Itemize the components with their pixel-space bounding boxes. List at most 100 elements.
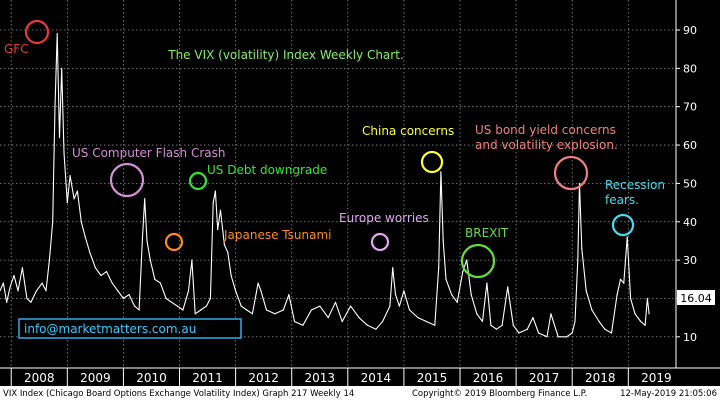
vix-point-2	[6, 301, 8, 303]
vix-point-92	[445, 278, 447, 280]
vix-point-9	[35, 290, 38, 292]
vix-point-86	[417, 317, 419, 319]
vix-point-8	[30, 301, 32, 303]
vix-point-53	[217, 228, 219, 230]
ytick-label-40: 40	[683, 216, 697, 229]
vix-chart: GFC US Computer Flash Crash Japanese Tsuna…	[0, 0, 720, 386]
xtick-label-2008: 2008	[24, 371, 55, 385]
vix-point-100	[486, 282, 488, 284]
last-value-label: 16.04	[680, 292, 712, 305]
vix-point-102	[495, 328, 498, 330]
vix-point-47	[194, 313, 196, 315]
recession-fears-label: Recession	[605, 178, 665, 192]
brexit-label: BREXIT	[465, 226, 509, 240]
vix-point-72	[327, 317, 329, 319]
vix-point-56	[227, 251, 229, 253]
xtick-label-2010: 2010	[136, 371, 167, 385]
vix-point-123	[610, 332, 613, 334]
vix-point-84	[403, 290, 405, 292]
vix-point-77	[366, 324, 369, 326]
vix-point-39	[154, 278, 156, 280]
annotation-circles	[24, 19, 635, 279]
xtick-label-2014: 2014	[361, 371, 392, 385]
ytick-label-90: 90	[683, 24, 697, 37]
vix-point-45	[187, 290, 190, 292]
vix-point-52	[214, 190, 216, 192]
vix-point-54	[219, 209, 222, 211]
vix-point-98	[476, 313, 478, 315]
vix-point-129	[634, 313, 636, 315]
vix-point-15	[56, 33, 58, 35]
vix-point-63	[260, 290, 262, 292]
vix-point-99	[481, 320, 484, 323]
vix-point-116	[577, 259, 579, 261]
vix-point-90	[440, 171, 442, 173]
vix-point-95	[462, 271, 464, 273]
vix-point-20	[69, 175, 71, 177]
vix-point-130	[640, 320, 642, 323]
vix-point-37	[146, 240, 148, 242]
vix-point-4	[13, 274, 15, 277]
recession-fears-circle	[611, 213, 635, 237]
vix-point-119	[585, 290, 587, 292]
vix-point-112	[557, 336, 559, 338]
footer-center: Copyright© 2019 Bloomberg Finance L.P.	[412, 389, 588, 399]
japanese-tsunami-circle	[164, 232, 184, 252]
vix-point-96	[466, 259, 468, 261]
vix-point-79	[382, 320, 384, 323]
footer-right: 12-May-2019 21:05:06	[620, 389, 717, 399]
vix-point-101	[490, 324, 492, 326]
ytick-label-10: 10	[683, 331, 697, 344]
watermark-box: info@marketmatters.com.au	[18, 318, 242, 339]
vix-point-64	[265, 309, 268, 311]
vix-point-97	[470, 294, 472, 296]
vix-point-26	[94, 267, 96, 269]
vix-point-42	[171, 301, 173, 303]
vix-point-74	[341, 320, 343, 323]
vix-point-85	[408, 309, 411, 311]
us-bond-yield-circle	[553, 155, 589, 191]
vix-point-27	[100, 274, 102, 277]
vix-point-34	[138, 309, 140, 311]
xtick-label-2018: 2018	[585, 371, 616, 385]
vix-point-107	[526, 328, 528, 330]
vix-point-40	[159, 282, 161, 284]
vix-point-55	[223, 244, 225, 246]
vix-point-132	[646, 297, 649, 300]
vix-point-62	[257, 282, 259, 284]
vix-point-125	[619, 278, 622, 280]
vix-point-126	[623, 282, 625, 284]
vix-point-73	[334, 301, 337, 303]
vix-point-46	[191, 259, 193, 261]
vix-point-35	[141, 236, 144, 238]
vix-point-70	[310, 309, 312, 311]
vix-point-122	[604, 328, 606, 330]
vix-point-128	[630, 297, 632, 300]
vix-point-61	[251, 313, 253, 315]
vix-point-94	[456, 301, 458, 303]
china-concerns-label: China concerns	[362, 124, 454, 138]
vix-point-28	[106, 271, 108, 273]
vix-point-49	[205, 305, 207, 307]
vix-point-24	[84, 236, 86, 238]
vix-point-29	[111, 282, 113, 284]
xtick-label-2012: 2012	[248, 371, 279, 385]
vix-point-93	[451, 294, 453, 296]
vix-point-117	[578, 182, 581, 184]
recession-fears-label-line2: fears.	[605, 193, 639, 207]
us-debt-downgrade-circle	[188, 171, 208, 191]
ytick-label-30: 30	[683, 254, 697, 267]
vix-point-13	[52, 221, 54, 223]
chart-title: The VIX (volatility) Index Weekly Chart.	[167, 48, 404, 62]
vix-point-10	[41, 282, 43, 284]
us-computer-flash-crash-circle	[109, 162, 145, 198]
vix-point-104	[507, 286, 509, 288]
vix-point-14	[54, 106, 56, 108]
vix-point-109	[538, 332, 540, 334]
vix-point-5	[17, 290, 19, 292]
vix-point-22	[76, 190, 78, 192]
vix-point-124	[616, 294, 618, 296]
vix-point-81	[392, 267, 394, 269]
vix-point-59	[240, 305, 242, 307]
vix-point-44	[182, 309, 184, 311]
